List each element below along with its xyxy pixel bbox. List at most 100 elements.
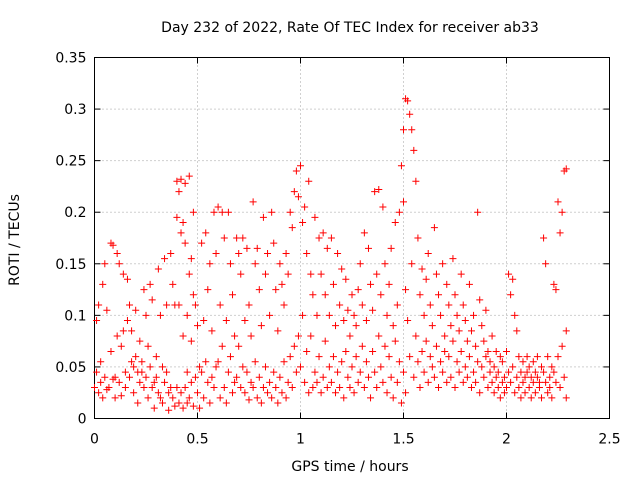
data-point xyxy=(340,317,348,325)
data-point xyxy=(527,394,535,402)
data-point xyxy=(297,162,304,170)
data-point xyxy=(173,177,181,185)
data-point xyxy=(177,389,185,397)
data-point xyxy=(393,301,401,309)
data-point xyxy=(418,347,426,355)
data-point xyxy=(319,373,327,381)
data-point xyxy=(346,384,354,392)
data-point xyxy=(216,394,224,402)
data-point xyxy=(140,384,148,392)
data-point xyxy=(292,368,300,376)
data-point xyxy=(321,291,329,299)
data-point xyxy=(400,198,407,206)
data-point xyxy=(369,306,377,314)
data-point xyxy=(441,332,449,340)
data-point xyxy=(158,399,166,407)
data-point xyxy=(500,389,508,397)
data-point xyxy=(336,301,344,309)
data-point xyxy=(167,249,175,257)
data-points xyxy=(91,95,570,414)
data-point xyxy=(185,394,193,402)
data-point xyxy=(467,384,475,392)
data-point xyxy=(383,389,391,397)
data-point xyxy=(243,244,251,252)
data-point xyxy=(494,384,502,392)
data-point xyxy=(208,373,216,381)
data-point xyxy=(284,270,292,278)
data-point xyxy=(391,337,399,345)
data-point xyxy=(371,368,379,376)
data-point xyxy=(515,384,523,392)
data-point xyxy=(463,337,471,345)
data-point xyxy=(214,358,222,366)
data-point xyxy=(212,249,220,257)
data-point xyxy=(243,368,251,376)
data-point xyxy=(383,311,391,319)
data-point xyxy=(214,203,222,211)
data-point xyxy=(216,301,224,309)
data-point xyxy=(218,208,226,216)
data-point xyxy=(239,234,247,242)
data-point xyxy=(402,286,410,294)
data-point xyxy=(290,188,298,196)
data-point xyxy=(461,317,469,325)
data-point xyxy=(103,306,111,314)
data-point xyxy=(117,392,125,400)
data-point xyxy=(224,208,232,216)
data-point xyxy=(325,363,333,371)
data-point xyxy=(140,286,148,294)
data-point xyxy=(126,301,134,309)
x-tick-label: 0 xyxy=(90,432,99,448)
data-point xyxy=(402,389,410,397)
x-tick-label: 0.5 xyxy=(186,432,208,448)
data-point xyxy=(284,378,292,386)
data-point xyxy=(381,342,389,350)
data-point xyxy=(546,373,554,381)
data-point xyxy=(441,347,449,355)
data-point xyxy=(393,378,401,386)
data-point xyxy=(509,275,517,283)
data-point xyxy=(247,332,255,340)
data-point xyxy=(121,384,129,392)
data-point xyxy=(445,353,453,361)
data-point xyxy=(154,265,162,273)
data-point xyxy=(338,265,346,273)
data-point xyxy=(511,389,519,397)
data-point xyxy=(187,337,195,345)
data-point xyxy=(270,239,278,247)
data-point xyxy=(196,404,204,412)
data-point xyxy=(342,275,350,283)
data-point xyxy=(222,399,230,407)
data-point xyxy=(430,224,438,232)
data-point xyxy=(422,337,430,345)
data-point xyxy=(387,244,395,252)
data-point xyxy=(307,332,315,340)
data-point xyxy=(513,373,521,381)
data-point xyxy=(286,208,294,216)
data-point xyxy=(148,384,156,392)
data-point xyxy=(177,229,185,237)
data-point xyxy=(397,399,405,407)
data-point xyxy=(187,378,195,386)
data-point xyxy=(560,373,568,381)
data-point xyxy=(301,378,309,386)
data-point xyxy=(505,270,513,278)
data-point xyxy=(167,384,175,392)
data-point xyxy=(222,317,230,325)
data-point xyxy=(257,322,265,330)
data-point xyxy=(294,193,302,201)
data-point xyxy=(424,249,432,257)
data-point xyxy=(371,188,379,196)
data-point xyxy=(490,389,498,397)
data-point xyxy=(500,373,508,381)
data-point xyxy=(552,286,560,294)
data-point xyxy=(447,373,455,381)
data-point xyxy=(229,291,237,299)
data-point xyxy=(231,332,239,340)
data-point xyxy=(309,291,317,299)
data-point xyxy=(519,358,527,366)
data-point xyxy=(358,342,366,350)
data-point xyxy=(189,402,197,410)
data-point xyxy=(410,146,418,154)
